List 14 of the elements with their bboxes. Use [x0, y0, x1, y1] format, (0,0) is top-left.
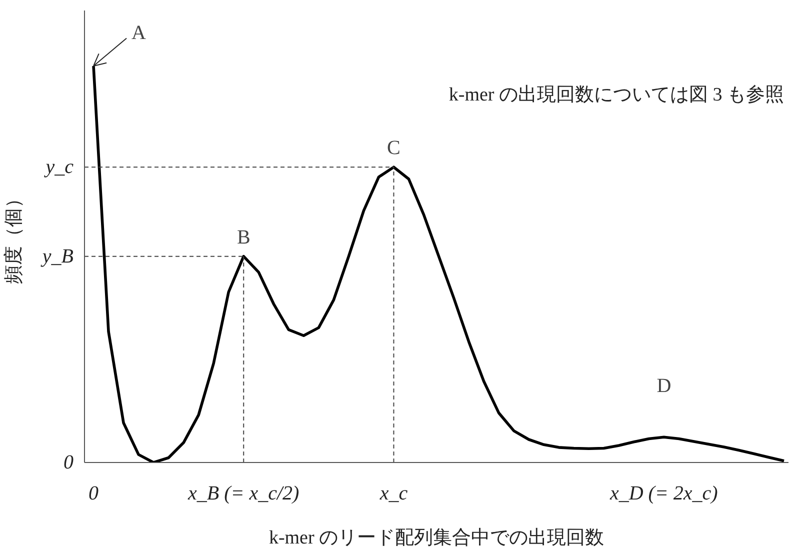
x-tick-label: 0: [88, 482, 99, 504]
x-axis-title: k-mer のリード配列集合中での出現回数: [268, 528, 604, 548]
ref-line-label: y_B: [40, 245, 74, 268]
annotation: C: [387, 137, 400, 160]
ref-line-label: y_c: [44, 156, 74, 178]
x-tick-label: x_c: [378, 482, 408, 504]
annotation: D: [656, 375, 672, 398]
y-axis-title: 頻度（個）: [2, 189, 24, 284]
x-tick-label: x_D (= 2x_c): [608, 482, 718, 504]
x-tick-label: x_B (= x_c/2): [187, 482, 300, 504]
annotation: B: [236, 226, 250, 248]
annotation: k-mer の出現回数については図 3 も参照: [448, 84, 784, 106]
annotation: A: [132, 22, 147, 44]
text: 0: [64, 452, 74, 474]
